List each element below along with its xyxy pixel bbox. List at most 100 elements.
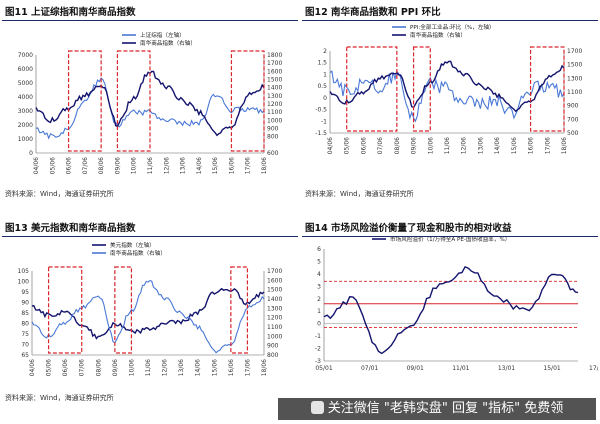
- x-tick-label: 13/06: [178, 359, 185, 376]
- y2-tick-label: 900: [567, 103, 579, 110]
- y2-tick-label: 1700: [267, 268, 282, 275]
- highlight-box: [346, 46, 398, 132]
- y2-tick-label: 900: [267, 126, 279, 133]
- x-tick-label: 07/06: [82, 157, 89, 174]
- panel-title: 图14 市场风险溢价衡量了现金和股市的相对收益: [305, 223, 512, 234]
- y2-tick-label: 1500: [267, 287, 282, 294]
- y-tick-label: 90: [21, 300, 29, 307]
- y2-tick-label: 1200: [267, 315, 282, 322]
- y-tick-label: -1: [321, 118, 327, 125]
- x-tick-label: 12/06: [163, 157, 170, 174]
- y-tick-label: 2: [317, 296, 321, 303]
- legend-label: 南华商品指数（右轴）: [410, 31, 466, 39]
- y-tick-label: 1: [317, 308, 321, 315]
- y-tick-label: 100: [18, 279, 30, 286]
- x-tick-label: 15/01: [543, 365, 560, 372]
- x-tick-label: 13/01: [498, 365, 515, 372]
- y-tick-label: 4000: [18, 94, 33, 101]
- x-tick-label: 15/06: [211, 359, 218, 376]
- y-tick-label: 3000: [18, 108, 33, 115]
- wechat-icon: [310, 401, 324, 414]
- x-tick-label: 14/06: [195, 359, 202, 376]
- y-tick-label: 2: [323, 48, 327, 55]
- x-tick-label: 18/06: [561, 137, 568, 154]
- watermark-banner: 关注微信 "老韩实盘" 回复 "指标" 免费领: [278, 398, 596, 420]
- y-tick-label: 105: [18, 268, 30, 275]
- legend-label: 南华商品指数（右轴）: [140, 39, 196, 47]
- y-tick-label: 0: [323, 95, 327, 102]
- y-tick-label: 85: [21, 310, 29, 317]
- y-tick-label: 6000: [18, 66, 33, 73]
- x-tick-label: 09/01: [407, 365, 424, 372]
- y2-tick-label: 1000: [267, 333, 282, 340]
- x-tick-label: 15/06: [212, 157, 219, 174]
- highlight-box: [114, 266, 133, 354]
- y-tick-label: 7000: [18, 52, 33, 59]
- x-tick-label: 04/06: [29, 359, 36, 376]
- x-tick-label: 16/06: [528, 137, 535, 154]
- x-tick-label: 07/06: [79, 359, 86, 376]
- y-tick-label: 1.5: [317, 60, 327, 67]
- panel-dollar-nanhua: 图13 美元指数和南华商品指数 65 70 75 80 85 90 95 100 105 800 9…: [2, 222, 298, 404]
- y2-tick-label: 1600: [267, 68, 282, 75]
- x-tick-label: 11/06: [147, 157, 154, 174]
- y-tick-label: -0.5: [315, 107, 327, 114]
- y-tick-label: 5: [317, 258, 321, 265]
- y-tick-label: 0.5: [317, 83, 327, 90]
- legend-label: 美元指数（左轴）: [110, 241, 155, 249]
- x-tick-label: 11/06: [444, 137, 451, 154]
- legend-label: 市场风险溢价（1/万得全A PE-国债收益率，%）: [390, 237, 510, 243]
- series-line: [323, 266, 579, 355]
- y-tick-label: 5000: [18, 80, 33, 87]
- x-tick-label: 06/06: [66, 157, 73, 174]
- x-tick-label: 05/01: [315, 365, 332, 372]
- y2-tick-label: 1500: [267, 77, 282, 84]
- x-tick-label: 14/06: [196, 157, 203, 174]
- x-tick-label: 08/06: [98, 157, 105, 174]
- y2-tick-label: 1400: [267, 296, 282, 303]
- chart-dollar-nanhua: 65 70 75 80 85 90 95 100 105 800 900 1000 1100 1200 13…: [18, 241, 283, 376]
- x-tick-label: 14/06: [494, 137, 501, 154]
- y-tick-label: 70: [21, 342, 29, 349]
- x-tick-label: 12/06: [162, 359, 169, 376]
- series-line: [329, 60, 565, 113]
- y-tick-label: -2: [315, 346, 321, 353]
- chart-source: 资料来源：Wind，海通证券研究所: [5, 394, 114, 402]
- x-tick-label: 08/06: [95, 359, 102, 376]
- x-tick-label: 08/06: [394, 137, 401, 154]
- x-tick-label: 13/06: [477, 137, 484, 154]
- x-tick-label: 05/06: [49, 157, 56, 174]
- x-tick-label: 09/06: [112, 359, 119, 376]
- y2-tick-label: 1800: [267, 52, 282, 59]
- y2-tick-label: 1400: [267, 85, 282, 92]
- chart-source: 资料来源：Wind，海通证券研究所: [305, 190, 414, 198]
- watermark-text: 关注微信 "老韩实盘" 回复 "指标" 免费领: [327, 401, 564, 416]
- series-line: [329, 70, 565, 123]
- y2-tick-label: 600: [267, 150, 279, 157]
- title-rule: [302, 236, 598, 237]
- panel-title: 图13 美元指数和南华商品指数: [5, 223, 136, 234]
- x-tick-label: 09/06: [411, 137, 418, 154]
- x-tick-label: 06/06: [360, 137, 367, 154]
- legend-label: 上证综指（左轴）: [140, 31, 185, 39]
- x-tick-label: 04/06: [33, 157, 40, 174]
- x-tick-label: 18/06: [261, 157, 268, 174]
- x-tick-label: 10/06: [427, 137, 434, 154]
- panel-nanhua-ppi: 图12 南华商品指数和 PPI 环比 -1.5 -1 -0.5 0 0.5 1 1.5 2 50…: [302, 6, 598, 200]
- y-tick-label: 2000: [18, 122, 33, 129]
- y2-tick-label: 800: [267, 352, 279, 359]
- y2-tick-label: 1100: [267, 324, 282, 331]
- x-tick-label: 06/06: [62, 359, 69, 376]
- x-tick-label: 07/06: [377, 137, 384, 154]
- chart-risk-premium: -3 -2 -1 0 1 2 3 4 5 6 05/01 07/01 09/01 11/01 13/01 15…: [315, 237, 598, 372]
- y-tick-label: 1000: [18, 136, 33, 143]
- y2-tick-label: 1300: [267, 305, 282, 312]
- x-tick-label: 05/06: [344, 137, 351, 154]
- y2-tick-label: 1500: [567, 62, 582, 69]
- x-tick-label: 17/06: [244, 359, 251, 376]
- y-tick-label: -1.5: [315, 130, 327, 137]
- highlight-box: [116, 50, 151, 152]
- y-tick-label: 0: [317, 321, 321, 328]
- x-tick-label: 07/01: [361, 365, 378, 372]
- y2-tick-label: 800: [267, 134, 279, 141]
